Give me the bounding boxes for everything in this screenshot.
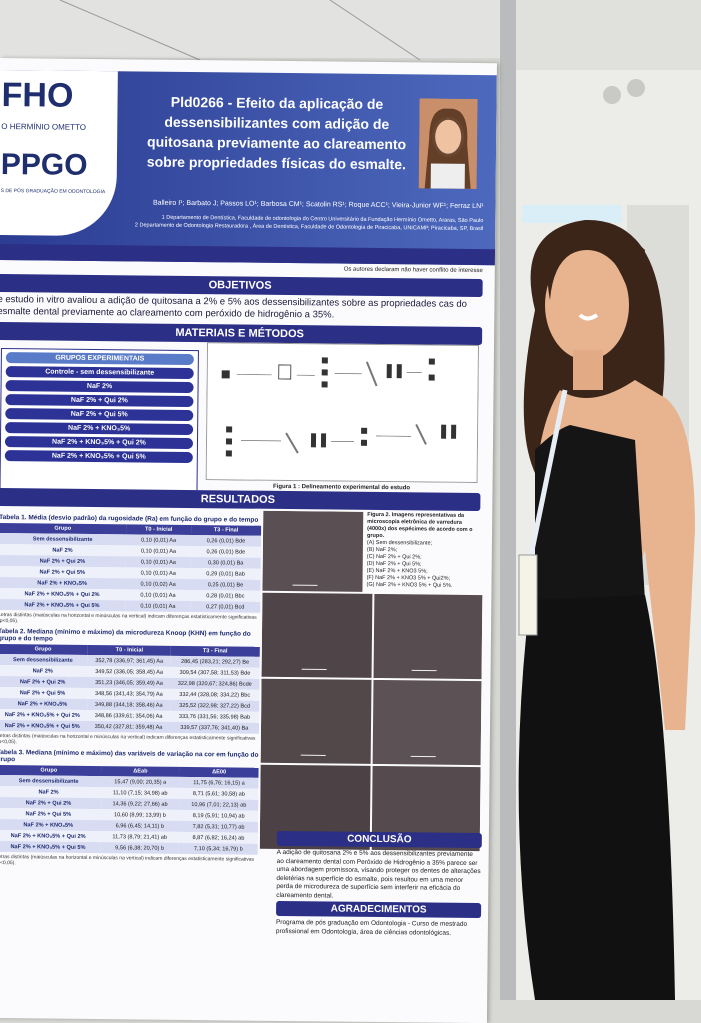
table-cell: NaF 2% + KNO₃5% xyxy=(0,698,88,710)
table-note: Letras distintas (maiúsculas na horizont… xyxy=(0,854,258,869)
table-cell: 0,10 (0,01) Aa xyxy=(126,534,191,546)
table-caption: Tabela 1. Média (desvio padrão) da rugos… xyxy=(0,514,261,524)
table-cell: NaF 2% + Qui 2% xyxy=(0,676,88,688)
objectives-text: e estudo in vitro avaliou a adição de qu… xyxy=(0,294,483,323)
table-cell: 349,88 (344,18; 358,46) Aa xyxy=(88,699,170,711)
table-cell: 309,54 (307,58; 311,53) Bde xyxy=(170,667,259,679)
logo-text: FHO xyxy=(1,76,73,116)
table-cell: 7,10 (5,34; 16,79) b xyxy=(179,843,258,855)
group-label: NaF 2% + Qui 5% xyxy=(5,408,193,421)
caption-line: Figura 2. Imagens representativas da mic… xyxy=(367,512,482,541)
table-cell: 352,78 (336,97; 361,45) Aa xyxy=(88,655,170,667)
table-cell: 351,23 (346,05; 359,49) Aa xyxy=(88,677,170,689)
table-cell: 7,82 (5,31; 10,77) ab xyxy=(179,821,258,833)
table-row: NaF 2% + KNO₃5% + Qui 5%9,56 (6,38; 20,7… xyxy=(0,841,258,855)
table-cell: 10,96 (7,01; 22,13) ab xyxy=(179,799,258,811)
column-header: T0 - Inicial xyxy=(126,524,191,535)
group-label: NaF 2% xyxy=(6,380,194,393)
table-cell: NaF 2% + KNO₃5% + Qui 5% xyxy=(0,720,87,732)
table-row: NaF 2% + KNO₃5% + Qui 5%350,42 (327,81; … xyxy=(0,720,259,734)
section-heading: CONCLUSÃO xyxy=(277,831,482,848)
section-heading: OBJETIVOS xyxy=(0,274,483,297)
table-cell: 349,52 (336,05; 358,45) Aa xyxy=(88,666,170,678)
results-tables: Tabela 1. Média (desvio padrão) da rugos… xyxy=(0,510,261,869)
table-cell: 339,57 (337,76; 341,40) Ba xyxy=(170,722,259,734)
table-cell: 8,19 (5,91; 10,94) ab xyxy=(179,810,258,822)
page: { "logos": {"institution": "FHO", "insti… xyxy=(0,0,701,1000)
table-cell: 348,56 (341,43; 354,79) Aa xyxy=(88,688,170,700)
table-cell: 11,73 (8,79; 21,41) ab xyxy=(100,831,179,843)
table-cell: Sem dessensibilizante xyxy=(0,654,88,666)
table-cell: 11,10 (7,15; 34,98) ab xyxy=(101,787,180,799)
figure2-caption: Figura 2. Imagens representativas da mic… xyxy=(366,512,482,590)
table-cell: 10,60 (8,99; 13,99) b xyxy=(101,809,180,821)
table-cell: NaF 2% + KNO₃5% + Qui 2% xyxy=(0,709,88,721)
group-label: NaF 2% + KNO₃5% + Qui 2% xyxy=(5,436,193,449)
table-cell: 0,29 (0,01) Bab xyxy=(191,568,261,580)
table-cell: 0,10 (0,01) Aa xyxy=(126,589,191,601)
table-cell: 332,44 (328,08; 334,22) Bbc xyxy=(170,689,259,701)
table-cell: NaF 2% + Qui 5% xyxy=(0,687,88,699)
conflict-note: Os autores declaram não haver conflito d… xyxy=(248,266,483,274)
table-cell: 325,52 (322,98; 327,22) Bcd xyxy=(170,700,259,712)
group-label: NaF 2% + KNO₃5% + Qui 5% xyxy=(5,450,193,463)
table-cell: 0,10 (0,01) Aa xyxy=(126,600,191,612)
table-caption: Tabela 3. Mediana (mínimo e máximo) das … xyxy=(0,749,259,766)
table-cell: 0,30 (0,01) Ba xyxy=(191,557,261,569)
table-cell: 0,27 (0,01) Bcd xyxy=(190,601,260,613)
table-cell: 350,42 (327,81; 359,48) Aa xyxy=(87,721,169,733)
logo-sub: S DE PÓS GRADUAÇÃO EM ODONTOLOGIA xyxy=(1,188,106,195)
logo-sub: O HERMÍNIO OMETTO xyxy=(1,122,86,132)
acknowledgements-text: Programa de pós graduação em Odontologia… xyxy=(276,919,481,938)
table-cell: NaF 2% + KNO₃5% + Qui 5% xyxy=(0,841,100,853)
table-cell: NaF 2% + KNO₃5% + Qui 5% xyxy=(0,599,126,611)
table-note: Letras distintas (maiúsculas na horizont… xyxy=(0,733,259,748)
table-cell: 6,96 (6,45; 14,11) b xyxy=(100,820,179,832)
method-figure xyxy=(206,342,479,483)
table-cell: 14,36 (9,22; 27,66) ab xyxy=(101,798,180,810)
table-note: Letras distintas (maiúsculas na horizont… xyxy=(0,612,260,627)
poster: FHO O HERMÍNIO OMETTO PPGO S DE PÓS GRAD… xyxy=(0,58,497,1023)
poster-title: Pld0266 - Efeito da aplicação de dessens… xyxy=(134,91,420,174)
table-cell: 15,47 (9,00; 20,35) a xyxy=(101,776,180,788)
group-label: Controle - sem dessensibilizante xyxy=(6,366,194,379)
person xyxy=(495,210,701,1000)
groups-title: GRUPOS EXPERIMENTAIS xyxy=(6,352,194,365)
section-heading: AGRADECIMENTOS xyxy=(276,901,481,918)
table-cell: 0,26 (0,01) Bde xyxy=(191,546,261,558)
caption-line: (G) NaF 2% + KNO3 5% + Qui 5%. xyxy=(366,582,481,590)
table-cell: 0,10 (0,02) Aa xyxy=(126,578,191,590)
table-cell: 0,10 (0,01) Aa xyxy=(126,545,191,557)
table-cell: 348,86 (339,61; 354,06) Aa xyxy=(87,710,169,722)
section-heading: RESULTADOS xyxy=(0,488,480,511)
table-cell: 322,98 (320,67; 324,86) Bcde xyxy=(170,678,259,690)
group-label: NaF 2% + Qui 2% xyxy=(5,394,193,407)
table-cell: 8,87 (6,82; 16,24) ab xyxy=(179,832,258,844)
table-cell: 11,75 (6,76; 16,15) a xyxy=(180,777,259,789)
table-cell: 0,10 (0,01) Aa xyxy=(126,567,191,579)
table-cell: 0,25 (0,01) Be xyxy=(190,579,260,591)
table-cell: 0,28 (0,01) Bbc xyxy=(190,590,260,602)
table-cell: 286,45 (283,21; 292,27) Be xyxy=(170,656,259,668)
group-label: NaF 2% + KNO₃5% xyxy=(5,422,193,435)
table-cell: 333,76 (331,56; 335,98) Bab xyxy=(170,711,259,723)
table-caption: Tabela 2. Mediana (mínimo e máximo) da m… xyxy=(0,628,260,645)
author-photo xyxy=(419,98,478,189)
logo-text: PPGO xyxy=(1,148,88,183)
table-cell: 0,10 (0,01) Aa xyxy=(126,556,191,568)
logo-area: FHO O HERMÍNIO OMETTO PPGO S DE PÓS GRAD… xyxy=(0,70,118,236)
table-cell: 9,56 (6,38; 20,70) b xyxy=(100,842,179,854)
table-cell: 0,26 (0,01) Bde xyxy=(191,535,261,547)
table-cell: NaF 2% xyxy=(0,665,88,677)
conclusion-text: A adição de quitosana 2% e 5% aos dessen… xyxy=(276,849,482,902)
table-cell: 8,71 (5,61; 30,58) ab xyxy=(179,788,258,800)
